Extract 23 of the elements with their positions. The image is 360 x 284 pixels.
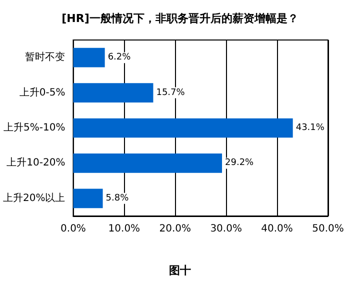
chart-title: [HR]一般情况下，非职务晋升后的薪资增幅是？ [62, 12, 298, 25]
data-label: 29.2% [225, 158, 254, 168]
y-tick-label: 上升0-5% [19, 86, 66, 98]
x-tick-label: 0.0% [60, 224, 86, 234]
y-tick-label: 上升20%以上 [2, 192, 66, 204]
text: 图十 [169, 264, 191, 277]
y-tick-label: 暂时不变 [25, 51, 66, 64]
bar [73, 83, 154, 102]
x-tick-label: 10.0% [108, 224, 140, 234]
x-tick-label: 50.0% [312, 224, 344, 234]
bar [73, 48, 105, 68]
x-tick-label: 30.0% [210, 224, 242, 234]
x-tick-label: 20.0% [159, 224, 192, 234]
y-tick-label: 上升5%-10% [4, 122, 66, 134]
bar [73, 188, 103, 208]
bar [73, 154, 222, 173]
data-label: 43.1% [296, 123, 325, 133]
bar [73, 118, 293, 138]
data-label: 6.2% [108, 52, 132, 63]
data-label: 5.8% [106, 193, 130, 204]
y-tick-label: 上升10-20% [6, 156, 66, 169]
data-label: 15.7% [156, 88, 186, 98]
x-tick-label: 40.0% [261, 224, 293, 234]
